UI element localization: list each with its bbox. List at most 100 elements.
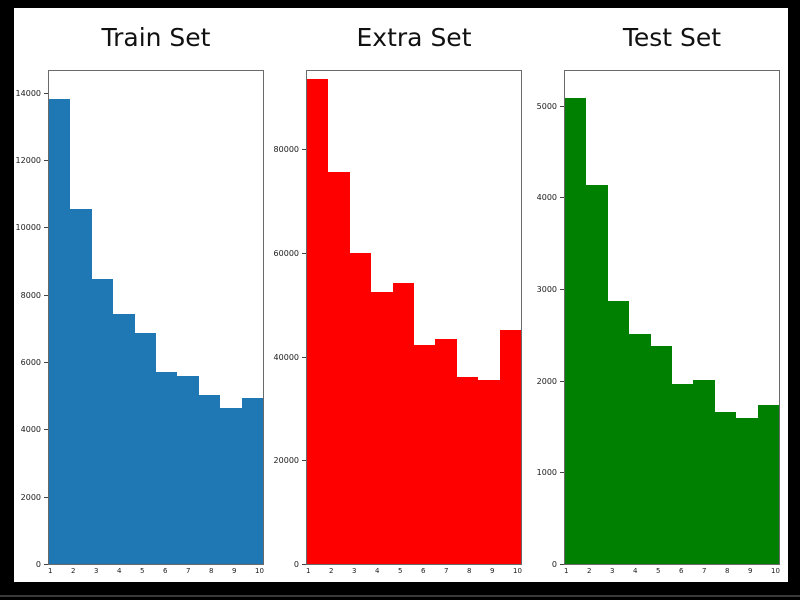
x-tick-label: 7 [444,567,449,575]
histogram-bar [650,346,673,564]
histogram-bar [607,300,630,564]
histogram-bar [49,99,71,564]
y-tick-mark [44,429,48,431]
y-tick-label: 0 [551,560,557,569]
y-tick-mark [560,197,564,199]
plot-area [306,70,522,565]
y-tick-label: 8000 [20,290,41,300]
y-tick-mark [44,496,48,498]
y-tick-label: 1000 [536,468,557,478]
y-tick-label: 5000 [536,101,557,111]
y-tick-label: 0 [35,560,41,569]
y-tick-label: 20000 [273,456,299,466]
y-tick-label: 2000 [536,376,557,386]
histogram-bar [757,404,780,564]
histogram-bar [435,338,457,564]
chart-title: Test Set [622,23,722,52]
x-axis: 1 2 3 4 5 6 7 8 9 10 [306,568,522,579]
y-tick-mark [302,564,306,565]
x-tick-label: 10 [513,567,522,575]
histogram-bar [156,371,178,564]
x-tick-label: 9 [490,567,495,575]
y-tick-mark [560,472,564,474]
y-tick-label: 4000 [536,193,557,203]
y-tick-mark [302,460,306,462]
x-tick-label: 2 [329,567,334,575]
x-tick-label: 6 [421,567,426,575]
y-tick-label: 12000 [15,155,41,165]
y-tick-label: 40000 [273,352,299,362]
x-tick-label: 9 [232,567,237,575]
chart-test-set: Test Set 0 1000 2000 3000 4000 5000 1 2 3 4 5 6 7 8 9… [530,8,788,582]
y-tick-label: 14000 [15,88,41,98]
y-tick-mark [302,149,306,151]
plot-area [48,70,264,565]
y-tick-label: 6000 [20,357,41,367]
chart-title: Train Set [101,23,211,52]
x-tick-label: 1 [564,567,569,575]
y-tick-label: 10000 [15,223,41,233]
histogram-bar [113,313,135,564]
histogram-bar [693,379,715,564]
x-tick-label: 4 [633,567,638,575]
x-axis: 1 2 3 4 5 6 7 8 9 10 [564,568,780,579]
x-tick-label: 6 [679,567,684,575]
histogram-bar [328,171,350,564]
x-tick-label: 5 [656,567,661,575]
x-tick-label: 7 [702,567,707,575]
x-tick-label: 5 [140,567,145,575]
y-tick-mark [44,564,48,565]
x-tick-label: 3 [94,567,99,575]
x-tick-label: 4 [375,567,380,575]
figure: Train Set 0 2000 4000 6000 8000 10000 12000 140… [14,8,788,582]
x-tick-label: 8 [725,567,730,575]
x-tick-label: 2 [71,567,76,575]
y-tick-mark [560,105,564,107]
x-tick-label: 10 [771,567,780,575]
histogram-bar [220,407,242,564]
x-axis: 1 2 3 4 5 6 7 8 9 10 [48,568,264,579]
y-tick-mark [44,92,48,94]
window-bottom-edge [0,595,800,597]
histogram-bar [198,394,221,564]
x-tick-label: 1 [306,567,311,575]
histogram-bar [392,283,415,564]
y-tick-mark [302,356,306,358]
y-tick-mark [44,159,48,161]
histogram-bar [586,185,608,564]
x-tick-label: 10 [255,567,264,575]
x-tick-label: 3 [352,567,357,575]
histogram-bar [478,380,500,564]
y-tick-mark [560,564,564,565]
histogram-bar [371,291,393,564]
y-tick-mark [560,380,564,382]
y-tick-label: 0 [293,560,299,569]
y-axis: 0 2000 4000 6000 8000 10000 12000 14000 [14,70,48,569]
x-tick-label: 6 [163,567,168,575]
y-tick-label: 80000 [273,145,299,155]
histogram-bar [499,329,522,564]
y-axis: 0 1000 2000 3000 4000 5000 [530,70,564,569]
y-tick-mark [44,294,48,296]
x-tick-label: 8 [209,567,214,575]
histogram-bar [714,412,737,564]
y-tick-label: 2000 [20,492,41,502]
x-tick-label: 8 [467,567,472,575]
bars [565,71,780,564]
y-tick-label: 60000 [273,249,299,259]
histogram-bar [565,98,587,564]
histogram-bar [70,209,92,564]
histogram-bar [177,376,199,564]
y-tick-mark [302,253,306,255]
bars [307,71,522,564]
histogram-bar [736,418,758,564]
plot-area [564,70,780,565]
histogram-bar [672,383,694,564]
histogram-bar [629,333,651,564]
histogram-bar [307,78,329,564]
histogram-bar [414,344,436,564]
y-tick-mark [44,227,48,229]
chart-train-set: Train Set 0 2000 4000 6000 8000 10000 12000 140… [14,8,272,582]
y-tick-label: 3000 [536,285,557,294]
